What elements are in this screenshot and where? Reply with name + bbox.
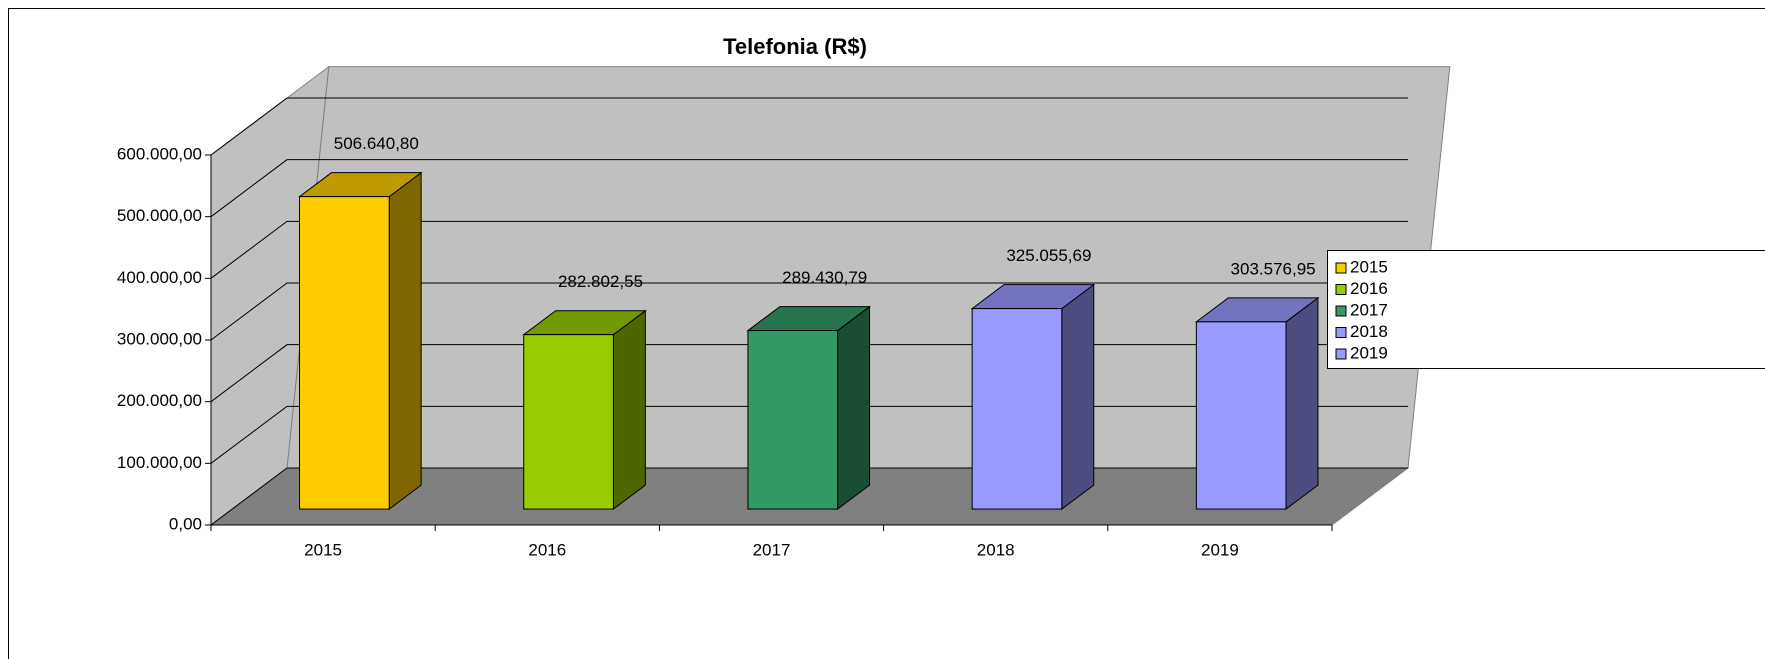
legend-swatch bbox=[1335, 305, 1347, 317]
legend-swatch bbox=[1335, 348, 1347, 360]
legend-swatch bbox=[1335, 327, 1347, 338]
bar-side bbox=[388, 171, 422, 511]
x-tick-label: 2015 bbox=[304, 540, 342, 559]
y-tick-label: 600.000,00 bbox=[117, 144, 202, 163]
bar bbox=[523, 334, 614, 510]
bar bbox=[299, 196, 390, 510]
x-tick-label: 2018 bbox=[977, 540, 1015, 559]
bar bbox=[1195, 321, 1287, 510]
value-label: 506.640,80 bbox=[334, 134, 419, 153]
grid-line bbox=[210, 97, 1408, 156]
value-label: 282.802,55 bbox=[558, 272, 643, 291]
legend-box bbox=[1327, 250, 1765, 369]
bar-side bbox=[837, 305, 871, 511]
x-tick-label: 2017 bbox=[753, 540, 791, 559]
y-tick-label: 200.000,00 bbox=[117, 391, 202, 410]
grid-line bbox=[210, 159, 1408, 218]
legend-label: 2017 bbox=[1350, 300, 1388, 319]
bar-side bbox=[612, 309, 646, 511]
bar-side bbox=[1285, 296, 1319, 511]
legend-label: 2019 bbox=[1350, 343, 1388, 362]
legend-swatch bbox=[1335, 284, 1347, 295]
legend-label: 2016 bbox=[1350, 279, 1388, 298]
legend-swatch bbox=[1335, 262, 1347, 274]
bar bbox=[747, 330, 839, 510]
bar bbox=[971, 308, 1063, 510]
x-tick-label: 2016 bbox=[528, 540, 566, 559]
value-label: 289.430,79 bbox=[782, 268, 867, 287]
y-tick-label: 400.000,00 bbox=[117, 268, 202, 287]
legend-label: 2015 bbox=[1350, 257, 1388, 276]
y-tick-label: 100.000,00 bbox=[117, 453, 202, 472]
grid-line bbox=[210, 220, 1408, 279]
chart-title: Telefonia (R$) bbox=[723, 34, 867, 59]
y-tick-label: 300.000,00 bbox=[117, 329, 202, 348]
grid-line bbox=[210, 282, 1408, 341]
y-tick-label: 500.000,00 bbox=[117, 206, 202, 225]
value-label: 325.055,69 bbox=[1006, 246, 1091, 265]
y-tick-label: 0,00 bbox=[169, 514, 202, 533]
legend-label: 2018 bbox=[1350, 322, 1388, 341]
value-label: 303.576,95 bbox=[1231, 259, 1316, 278]
bar-side bbox=[1061, 283, 1095, 511]
x-tick-label: 2019 bbox=[1201, 540, 1239, 559]
